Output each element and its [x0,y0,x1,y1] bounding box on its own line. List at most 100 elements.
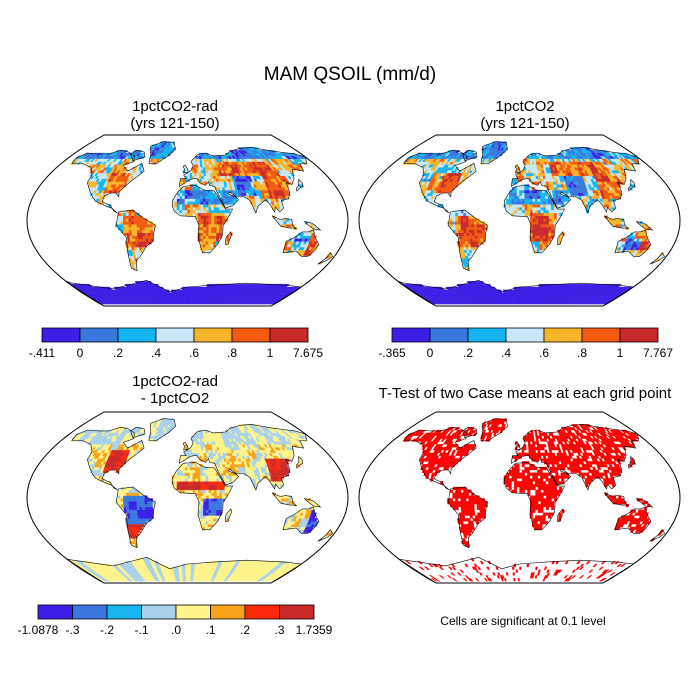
map-cell [144,221,148,225]
map-cell [511,201,515,205]
map-cell [189,189,193,194]
map-cell [471,227,475,231]
map-cell [194,189,198,194]
map-cell [184,189,188,194]
map-cell [194,172,197,176]
map-cell [468,224,472,228]
map-panel-1pctCO2 [358,134,681,307]
map-cell [202,238,206,242]
map-cell [199,189,203,194]
map-cell [184,201,188,205]
map-cell [511,209,515,214]
map-cell [537,195,541,199]
map-cell [207,192,211,196]
map-cell [546,221,550,225]
map-cell [177,192,181,196]
map-cell [184,209,188,214]
map-cell [216,204,220,208]
map-cell [117,224,121,228]
map-cell [189,207,193,211]
map-cell [182,195,186,199]
map-cell [171,201,175,205]
map-cell [554,218,558,222]
map-cell [526,187,530,191]
map-cell [506,204,510,208]
map-cell [206,212,210,216]
map-cell [539,195,543,199]
map-cell [224,215,228,219]
map-cell [182,207,186,211]
map-cell [526,192,530,196]
map-cell [524,212,528,216]
map-cell [191,175,195,179]
map-cell [535,215,539,219]
map-cell [213,235,217,239]
map-cell [213,229,217,233]
map-cell [179,204,183,208]
map-cell [508,207,512,211]
map-cell [136,218,140,222]
map-cell [132,235,136,239]
map-cell [205,192,209,196]
map-cell [516,207,520,211]
map-cell [524,207,528,211]
map-cell [120,227,124,231]
map-cell [521,195,525,199]
map-cell [180,178,183,182]
map-cell [216,232,220,236]
map-cell [468,218,472,222]
map-cell [529,207,533,211]
map-cell [213,195,217,199]
map-cell [182,189,186,194]
map-cell [221,209,225,214]
map-cell [144,224,148,228]
map-cell [182,198,186,202]
map-cell [142,229,146,233]
map-cell [279,204,283,208]
map-cell [211,232,215,236]
map-cell [191,172,195,176]
map-cell [137,252,141,256]
map-cell [120,224,124,228]
map-cell [532,224,536,228]
map-cell [208,207,212,211]
map-cell [551,218,555,222]
map-cell [477,241,482,245]
map-cell [189,175,193,179]
map-cell [134,235,138,239]
map-cell [126,232,130,236]
map-cell [449,224,453,228]
map-cell [542,192,546,196]
map-cell [535,227,539,231]
map-cell [131,229,135,233]
map-cell [465,227,470,231]
map-cell [200,192,204,196]
panel-title-line1: 1pctCO2 [495,98,555,115]
map-cell [185,289,188,293]
map-cell [208,215,212,219]
map-cell [193,167,197,171]
map-cell [530,215,534,219]
map-cell [479,224,483,228]
map-cell [128,212,132,216]
map-cell [216,218,220,222]
map-cell [224,212,228,216]
map-cell [120,212,124,216]
map-cell [208,232,212,236]
map-cell [125,218,129,222]
map-cell [535,229,539,233]
map-cell [540,227,544,231]
map-cell [463,212,467,216]
map-cell [534,198,538,202]
map-cell [543,227,547,231]
map-cell [465,221,469,225]
map-cell [174,204,178,208]
map-cell [524,192,528,196]
map-cell [137,235,141,239]
map-cell [535,232,539,236]
map-cell [219,207,223,211]
map-cell [543,212,547,216]
map-cell [180,181,183,185]
map-cell [523,172,527,176]
map-cell [123,224,127,228]
